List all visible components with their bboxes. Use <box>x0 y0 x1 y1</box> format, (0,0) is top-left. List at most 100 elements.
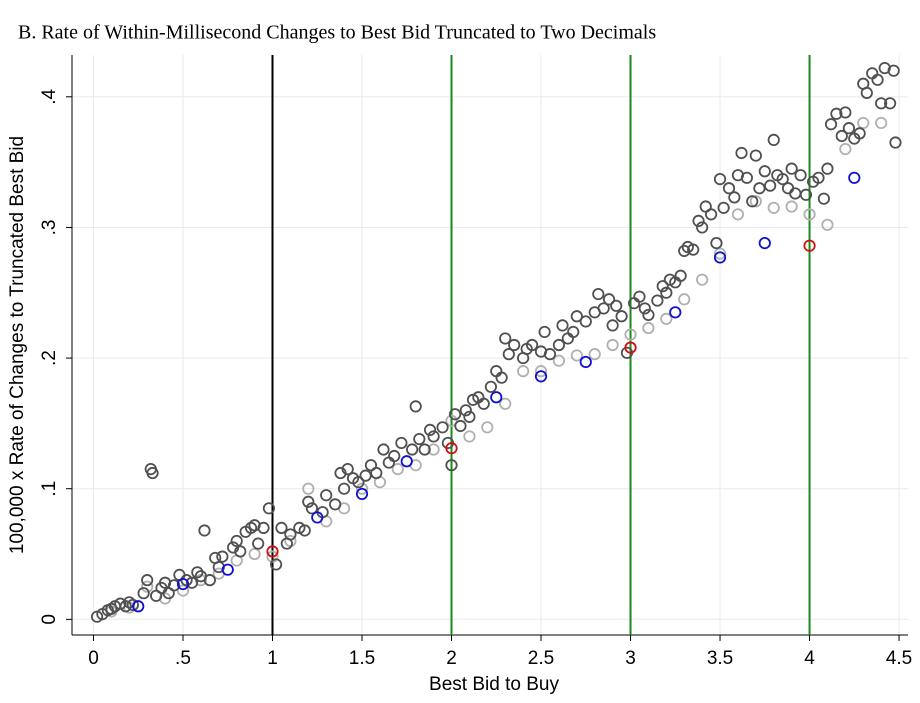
scatter-point <box>499 332 512 345</box>
scatter-point <box>284 528 297 541</box>
scatter-point <box>269 558 283 571</box>
scatter-point <box>311 511 324 524</box>
scatter-point <box>305 502 318 515</box>
scatter-point <box>799 188 813 201</box>
scatter-point <box>875 116 888 130</box>
scatter-point <box>418 443 431 456</box>
y-tick-label: 0 <box>39 614 60 625</box>
scatter-point <box>602 293 616 306</box>
scatter-point <box>853 127 866 140</box>
scatter-point <box>355 487 369 501</box>
scatter-point <box>758 165 771 178</box>
scatter-point <box>508 338 521 352</box>
scatter-point <box>391 462 404 476</box>
y-tick-label: .3 <box>39 220 60 236</box>
scatter-point <box>119 600 132 613</box>
scatter-point <box>753 182 766 195</box>
scatter-point <box>141 574 154 587</box>
scatter-point <box>776 172 789 186</box>
scatter-point <box>481 421 494 434</box>
scatter-point <box>656 280 669 293</box>
scatter-point <box>552 354 566 367</box>
scatter-point <box>610 299 623 312</box>
scatter-point <box>669 306 682 319</box>
scatter-point <box>660 286 673 299</box>
scatter-point <box>176 577 190 591</box>
scatter-point <box>502 348 515 361</box>
scatter-point <box>567 325 580 339</box>
scatter-point <box>445 442 458 455</box>
scatter-point <box>338 482 351 495</box>
scatter-point <box>409 400 422 413</box>
scatter-point <box>341 462 354 476</box>
scatter-point <box>141 580 154 593</box>
scatter-point <box>696 221 709 234</box>
scatter-point <box>252 537 265 550</box>
scatter-point <box>355 482 369 495</box>
x-tick-label: 2 <box>446 648 457 669</box>
scatter-point <box>298 524 311 537</box>
scatter-point <box>463 430 476 443</box>
scatter-point <box>824 118 838 131</box>
scatter-point <box>794 169 807 182</box>
scatter-point <box>588 348 601 361</box>
scatter-point <box>642 308 655 322</box>
scatter-point <box>696 273 709 286</box>
scatter-point <box>167 579 181 592</box>
scatter-point <box>785 162 798 175</box>
scatter-point <box>370 466 383 480</box>
scatter-point <box>388 449 401 463</box>
scatter-point <box>803 208 816 221</box>
scatter-point <box>615 310 628 323</box>
scatter-point <box>445 414 458 427</box>
scatter-point <box>552 338 566 352</box>
scatter-point <box>860 86 873 99</box>
scatter-point <box>302 495 315 508</box>
scatter-point <box>126 598 139 612</box>
scatter-point <box>767 133 780 147</box>
scatter-point <box>230 534 243 548</box>
y-tick-label: .1 <box>39 481 60 497</box>
x-tick-label: 2.5 <box>528 648 554 669</box>
scatter-point <box>406 443 419 456</box>
scatter-point <box>146 466 159 480</box>
x-tick-label: 3.5 <box>707 648 733 669</box>
scatter-point <box>717 201 730 214</box>
chart-title: B. Rate of Within-Millisecond Changes to… <box>18 22 656 44</box>
scatter-point <box>198 524 211 537</box>
scatter-point <box>812 171 825 184</box>
scatter-point <box>871 73 884 86</box>
scatter-point <box>857 116 870 130</box>
scatter-point <box>606 319 619 332</box>
scatter-point <box>302 482 315 495</box>
scatter-point <box>534 370 548 383</box>
scatter-point <box>875 97 888 110</box>
scatter-point <box>556 319 569 332</box>
scatter-point <box>517 365 530 378</box>
scatter-point <box>413 432 426 446</box>
scatter-point <box>579 315 592 328</box>
x-tick-label: 4 <box>804 648 815 669</box>
scatter-point <box>463 410 476 423</box>
scatter-point <box>678 244 691 258</box>
scatter-point <box>137 587 150 600</box>
scatter-point <box>423 423 437 437</box>
scatter-point <box>722 182 736 195</box>
scatter-point <box>597 302 610 315</box>
scatter-point <box>767 201 780 214</box>
scatter-point <box>710 237 723 250</box>
scatter-point <box>543 348 557 361</box>
scatter-point <box>395 436 408 450</box>
scatter-point <box>839 106 852 119</box>
scatter-point <box>839 142 852 156</box>
scatter-point <box>785 200 798 213</box>
x-tick-label: 1 <box>267 648 278 669</box>
y-axis-label: 100,000 x Rate of Changes to Truncated B… <box>7 136 28 554</box>
scatter-point <box>592 287 605 301</box>
scatter-point <box>579 355 592 369</box>
scatter-point <box>651 294 664 307</box>
scatter-point <box>624 341 637 354</box>
scatter-point <box>448 408 462 421</box>
scatter-point <box>638 302 651 315</box>
